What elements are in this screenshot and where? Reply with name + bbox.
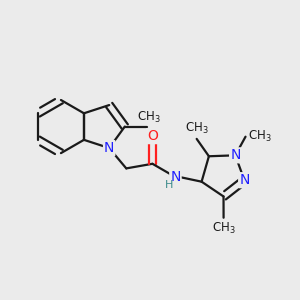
Text: CH$_3$: CH$_3$	[137, 110, 161, 125]
Text: O: O	[147, 129, 158, 143]
Text: CH$_3$: CH$_3$	[212, 221, 236, 236]
Text: H: H	[164, 180, 173, 190]
Text: N: N	[104, 141, 114, 155]
Text: CH$_3$: CH$_3$	[185, 121, 208, 136]
Text: N: N	[230, 148, 241, 162]
Text: N: N	[239, 173, 250, 187]
Text: CH$_3$: CH$_3$	[248, 129, 272, 144]
Text: N: N	[170, 170, 181, 184]
